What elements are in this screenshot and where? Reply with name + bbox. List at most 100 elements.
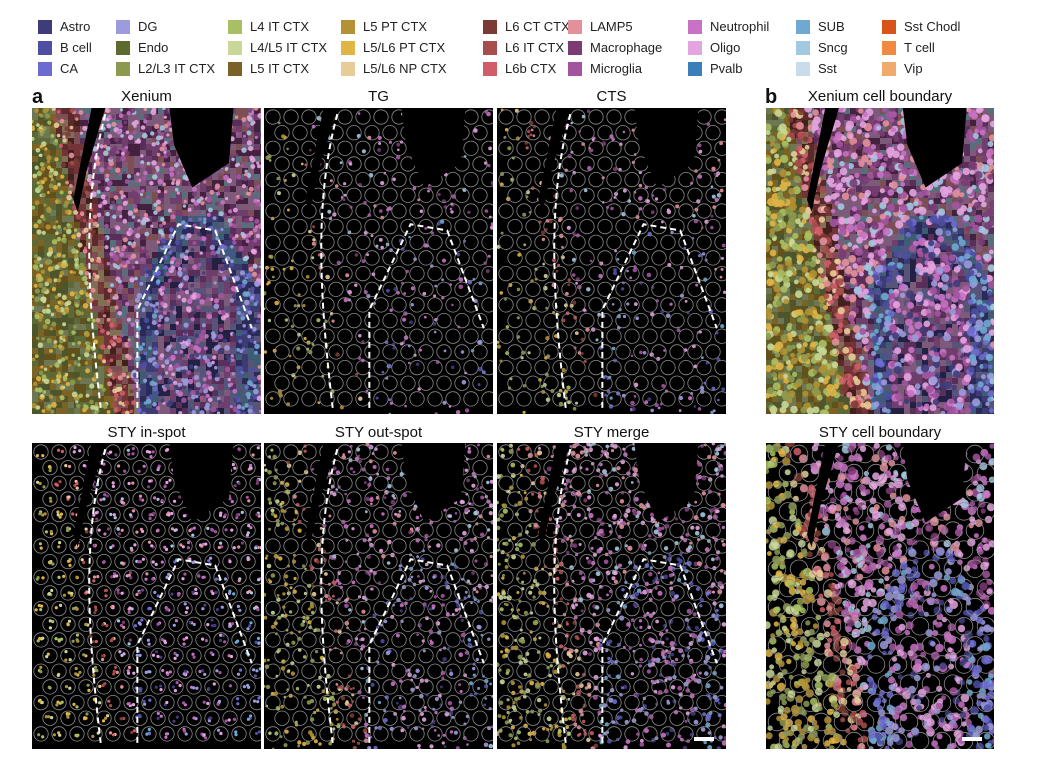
legend-swatch (688, 61, 702, 76)
legend-swatch (341, 61, 355, 76)
panel-a-label: a (32, 86, 44, 108)
tissue-image (497, 443, 726, 749)
title-tg: TG (368, 88, 389, 105)
legend-label: SUB (818, 19, 845, 34)
title-sty-out-spot: STY out-spot (334, 424, 423, 441)
legend-swatch (568, 61, 582, 76)
legend-label: Oligo (710, 40, 741, 55)
legend-item: L6 IT CTX (483, 37, 570, 58)
title-xenium: Xenium (121, 88, 172, 105)
legend-item: L4/L5 IT CTX (228, 37, 327, 58)
tissue-image (766, 108, 994, 414)
legend-label: L2/L3 IT CTX (138, 61, 216, 76)
legend-item: CA (38, 58, 92, 79)
legend-label: Sst (818, 61, 837, 76)
legend-item: L5/L6 PT CTX (341, 37, 447, 58)
tile-sty-cell-boundary (766, 443, 994, 749)
legend-swatch (568, 19, 582, 34)
panel-b-label: b (765, 86, 778, 108)
tile-sty-in-spot (32, 443, 261, 749)
legend-swatch (341, 40, 355, 55)
legend-swatch (483, 61, 497, 76)
legend-label: Sst Chodl (904, 19, 961, 34)
legend-label: DG (138, 19, 158, 34)
cell-type-legend: Astro B cell CA DG Endo L2/L3 IT CTX L4 IT CTX… (38, 16, 1048, 82)
legend-swatch (38, 61, 52, 76)
legend-label: Microglia (590, 61, 643, 76)
legend-item: Vip (882, 58, 960, 79)
legend-label: Endo (138, 40, 169, 55)
legend-item: Sst (796, 58, 848, 79)
tissue-image (32, 108, 261, 414)
legend-item: Endo (116, 37, 215, 58)
legend-label: CA (60, 61, 79, 76)
title-cts: CTS (596, 88, 627, 105)
tile-xenium-cell-boundary (766, 108, 994, 414)
title-sty-merge: STY merge (573, 424, 650, 441)
legend-label: L6b CTX (505, 61, 557, 76)
legend-item: B cell (38, 37, 92, 58)
legend-swatch (796, 61, 810, 76)
legend-swatch (688, 40, 702, 55)
legend-label: Pvalb (710, 61, 743, 76)
tissue-image (264, 108, 493, 414)
tile-xenium (32, 108, 261, 414)
legend-item: L6 CT CTX (483, 16, 570, 37)
legend-label: L5/L6 PT CTX (363, 40, 446, 55)
legend-item: L5 IT CTX (228, 58, 327, 79)
legend-label: T cell (904, 40, 935, 55)
legend-item: Oligo (688, 37, 769, 58)
tile-sty-out-spot (264, 443, 493, 749)
legend-swatch (882, 40, 896, 55)
legend-label: LAMP5 (590, 19, 633, 34)
legend-item: L6b CTX (483, 58, 570, 79)
legend-label: L5/L6 NP CTX (363, 61, 447, 76)
title-sty-cell-boundary: STY cell boundary (818, 424, 942, 441)
legend-item: Pvalb (688, 58, 769, 79)
legend-item: Astro (38, 16, 92, 37)
legend-item: Sncg (796, 37, 848, 58)
legend-swatch (228, 61, 242, 76)
legend-swatch (796, 40, 810, 55)
legend-label: L4 IT CTX (250, 19, 310, 34)
legend-swatch (568, 40, 582, 55)
legend-label: Neutrophil (710, 19, 770, 34)
legend-item: Microglia (568, 58, 662, 79)
legend-item: L2/L3 IT CTX (116, 58, 215, 79)
legend-swatch (688, 19, 702, 34)
legend-label: Sncg (818, 40, 848, 55)
legend-item: SUB (796, 16, 848, 37)
legend-item: L5/L6 NP CTX (341, 58, 447, 79)
legend-swatch (882, 61, 896, 76)
tile-cts (497, 108, 726, 414)
legend-item: DG (116, 16, 215, 37)
legend-swatch (483, 19, 497, 34)
legend-swatch (38, 40, 52, 55)
legend-label: Astro (60, 19, 91, 34)
legend-swatch (38, 19, 52, 34)
legend-swatch (116, 40, 130, 55)
tissue-image (766, 443, 994, 749)
legend-label: L5 PT CTX (363, 19, 428, 34)
legend-label: Macrophage (590, 40, 663, 55)
legend-label: Vip (904, 61, 923, 76)
legend-label: B cell (60, 40, 92, 55)
legend-swatch (882, 19, 896, 34)
legend-label: L6 IT CTX (505, 40, 565, 55)
legend-item: Sst Chodl (882, 16, 960, 37)
legend-swatch (116, 19, 130, 34)
legend-swatch (228, 19, 242, 34)
tissue-image (264, 443, 493, 749)
legend-item: L5 PT CTX (341, 16, 447, 37)
legend-item: Macrophage (568, 37, 662, 58)
legend-label: L6 CT CTX (505, 19, 570, 34)
legend-swatch (796, 19, 810, 34)
tissue-image (33, 443, 261, 743)
legend-swatch (116, 61, 130, 76)
legend-item: Neutrophil (688, 16, 769, 37)
title-sty-in-spot: STY in-spot (107, 424, 186, 441)
legend-item: L4 IT CTX (228, 16, 327, 37)
legend-swatch (228, 40, 242, 55)
legend-label: L5 IT CTX (250, 61, 310, 76)
title-xenium-cell-boundary: Xenium cell boundary (807, 88, 953, 105)
